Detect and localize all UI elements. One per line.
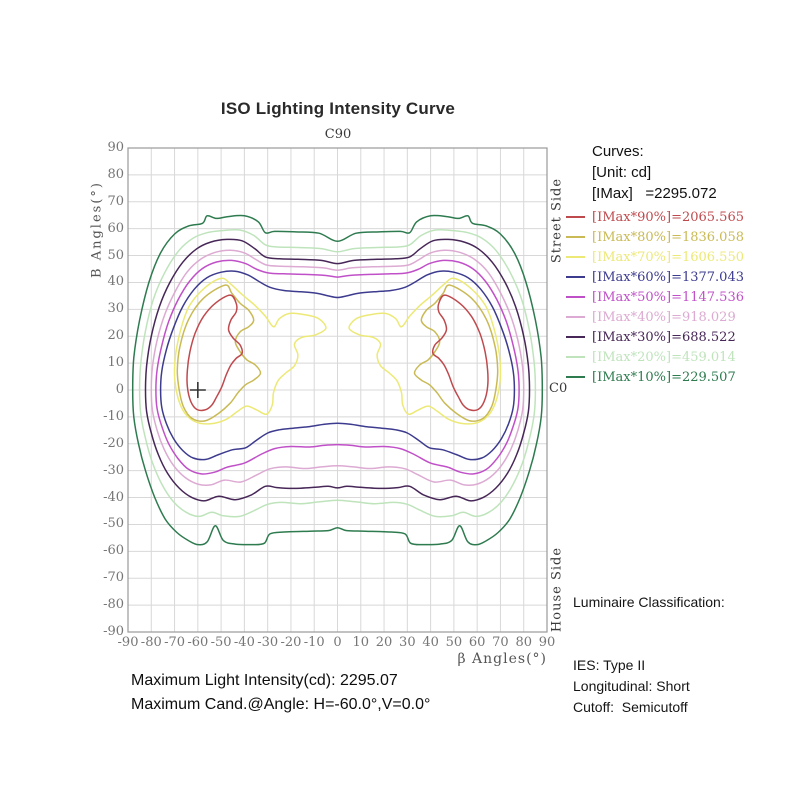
y-tick-label: 80	[107, 166, 124, 182]
x-tick-label: -90	[117, 635, 139, 650]
contour-80pct-mirror	[413, 284, 499, 422]
legend-entry: [IMax*30%]=688.522	[566, 327, 796, 347]
legend-swatch-line-icon	[566, 216, 585, 218]
y-tick-label: -40	[103, 489, 124, 505]
contour-80pct	[176, 284, 262, 422]
legend-entry-label: [IMax*30%]=688.522	[592, 329, 736, 345]
x-axis-label: β Angles(°)	[457, 651, 547, 667]
legend-unit-label: [Unit: cd]	[592, 164, 652, 181]
y-tick-label: 50	[107, 247, 124, 263]
legend-swatch-line-icon	[566, 236, 585, 238]
x-tick-label: -40	[233, 635, 255, 650]
y-tick-label: -60	[103, 543, 124, 559]
x-tick-label: 30	[399, 635, 416, 650]
x-tick-label: -30	[257, 635, 279, 650]
x-tick-label: -10	[303, 635, 325, 650]
legend-entry: [IMax*40%]=918.029	[566, 307, 796, 327]
y-tick-label: 30	[107, 301, 124, 317]
y-tick-label: -10	[103, 408, 124, 424]
legend-entry-label: [IMax*10%]=229.507	[592, 369, 736, 385]
chart-title: ISO Lighting Intensity Curve	[220, 99, 456, 118]
legend-swatch-line-icon	[566, 356, 585, 358]
x-tick-label: 0	[333, 635, 342, 650]
legend-swatch-line-icon	[566, 376, 585, 378]
y-tick-label: 10	[107, 355, 124, 371]
luminaire-classification-block: Luminaire Classification: IES: Type II Lo…	[573, 550, 725, 760]
contour-90pct-mirror	[431, 294, 489, 412]
legend-entry-label: [IMax*70%]=1606.550	[592, 249, 744, 265]
y-tick-label: 60	[107, 220, 124, 236]
plane-label: C90	[324, 127, 352, 142]
y-tick-label: -80	[103, 597, 124, 613]
contour-50pct	[155, 259, 520, 475]
legend-swatch-line-icon	[566, 256, 585, 258]
y-tick-label: -70	[103, 570, 124, 586]
x-tick-label: 20	[375, 635, 393, 650]
legend-swatch-line-icon	[566, 316, 585, 318]
contour-40pct	[150, 249, 525, 487]
legend-entry-label: [IMax*80%]=1836.058	[592, 229, 744, 245]
legend-entry: [IMax*20%]=459.014	[566, 347, 796, 367]
classification-line: IES: Type II	[573, 657, 646, 673]
y-tick-label: 0	[115, 382, 124, 397]
y-tick-label: -50	[103, 516, 124, 532]
x-tick-label: 80	[515, 635, 532, 650]
y-tick-label: 70	[107, 193, 124, 209]
x-tick-label: 60	[468, 635, 486, 650]
x-tick-label: -20	[280, 635, 302, 650]
y-tick-label: 90	[107, 140, 124, 155]
contour-60pct	[159, 270, 516, 461]
classification-line: Cutoff: Semicutoff	[573, 699, 688, 715]
legend-entry-label: [IMax*60%]=1377.043	[592, 269, 744, 285]
x-tick-label: -60	[187, 635, 209, 650]
y-tick-label: -90	[103, 624, 124, 639]
contour-20pct	[138, 228, 537, 518]
legend-entry-label: [IMax*20%]=459.014	[592, 349, 736, 365]
contour-30pct	[144, 238, 531, 502]
x-tick-label: -70	[164, 635, 186, 650]
legend-swatch-line-icon	[566, 296, 585, 298]
c0-plane-label: C0	[549, 381, 568, 396]
contour-90pct	[186, 294, 244, 412]
legend-entry-label: [IMax*40%]=918.029	[592, 309, 736, 325]
contour-70pct-mirror	[348, 277, 502, 425]
legend-entry: [IMax*10%]=229.507	[566, 367, 796, 387]
max-intensity-text: Maximum Light Intensity(cd): 2295.07	[131, 672, 398, 689]
y-tick-label: -30	[103, 462, 124, 478]
legend-entry: [IMax*70%]=1606.550	[566, 247, 796, 267]
plot-border	[127, 147, 548, 633]
x-tick-label: 90	[538, 635, 556, 650]
legend-imax-line: [IMax] =2295.072	[592, 185, 717, 202]
legend: Curves: [Unit: cd] [IMax] =2295.072 [IMa…	[566, 141, 796, 387]
legend-entry: [IMax*50%]=1147.536	[566, 287, 796, 307]
y-tick-label: 40	[107, 274, 124, 290]
legend-swatch-line-icon	[566, 336, 585, 338]
x-tick-label: 40	[422, 635, 439, 650]
contour-10pct	[131, 214, 544, 546]
legend-entry: [IMax*60%]=1377.043	[566, 267, 796, 287]
legend-swatch-line-icon	[566, 276, 585, 278]
legend-entries: [IMax*90%]=2065.565 [IMax*80%]=1836.058 [I…	[566, 207, 796, 387]
classification-lines: IES: Type II Longitudinal: Short Cutoff: S…	[573, 655, 725, 718]
x-tick-label: -50	[210, 635, 232, 650]
street-side-label: Street Side	[549, 177, 565, 264]
legend-header: Curves:	[592, 143, 644, 160]
max-angle-text: Maximum Cand.@Angle: H=-60.0°,V=0.0°	[131, 696, 431, 713]
classification-line: Longitudinal: Short	[573, 678, 690, 694]
y-tick-label: -20	[103, 435, 124, 451]
contour-70pct	[173, 277, 327, 425]
y-tick-label: 20	[107, 328, 124, 344]
legend-entry-label: [IMax*90%]=2065.565	[592, 209, 744, 225]
legend-entry-label: [IMax*50%]=1147.536	[592, 289, 744, 305]
x-tick-label: 10	[352, 635, 370, 650]
legend-entry: [IMax*80%]=1836.058	[566, 227, 796, 247]
x-tick-label: 70	[492, 635, 509, 650]
x-tick-label: 50	[445, 635, 463, 650]
legend-entry: [IMax*90%]=2065.565	[566, 207, 796, 227]
x-tick-label: -80	[140, 635, 162, 650]
classification-title: Luminaire Classification:	[573, 594, 725, 610]
